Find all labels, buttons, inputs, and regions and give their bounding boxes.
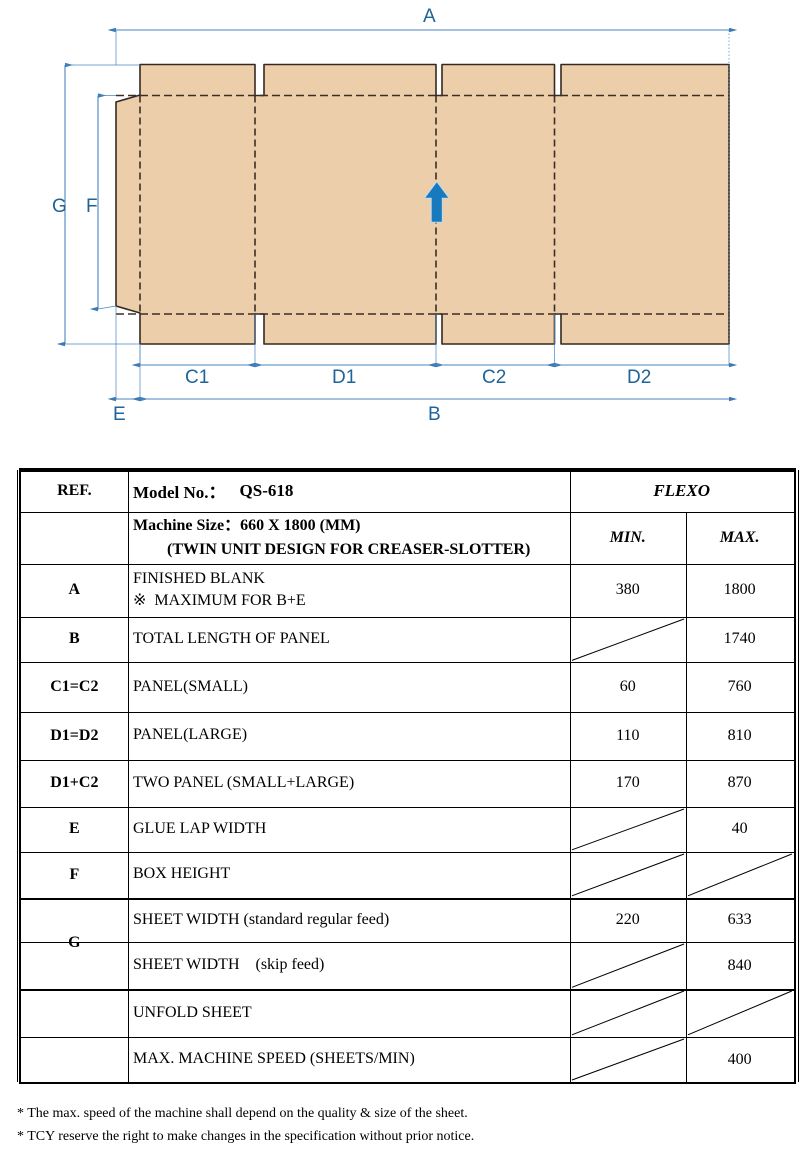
svg-text:C1: C1 [185, 367, 209, 388]
svg-text:F: F [86, 196, 98, 217]
svg-text:D2: D2 [627, 367, 651, 388]
svg-text:D1: D1 [332, 367, 356, 388]
svg-text:C2: C2 [482, 367, 506, 388]
svg-text:G: G [52, 196, 67, 217]
svg-text:E: E [113, 404, 126, 425]
svg-text:B: B [428, 404, 441, 425]
svg-text:A: A [423, 6, 436, 27]
